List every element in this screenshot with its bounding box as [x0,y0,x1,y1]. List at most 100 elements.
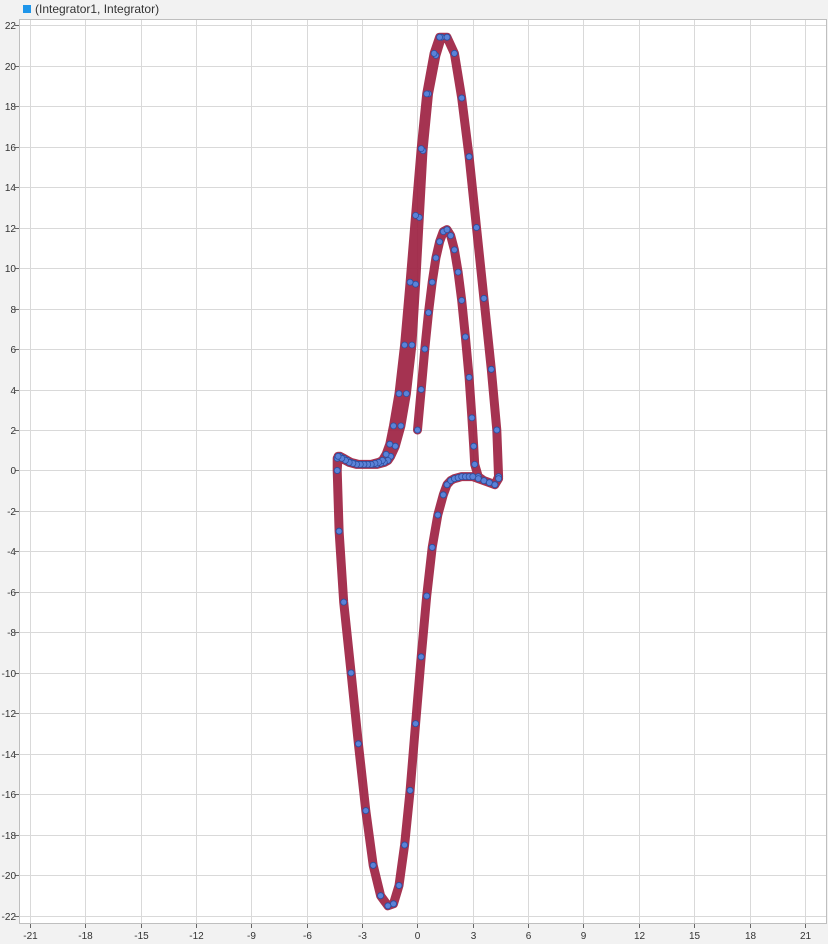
data-point [401,341,409,349]
data-point [417,653,425,661]
data-point [417,386,425,393]
x-tick-label: -18 [78,931,93,942]
data-point [397,422,405,430]
data-point [414,426,421,434]
y-tick-label: -2 [7,507,16,518]
data-point [417,145,425,153]
data-point [450,246,458,254]
y-tick-label: -8 [7,628,16,639]
data-point [454,268,462,276]
y-tick-label: -14 [2,750,17,761]
data-point [447,232,455,240]
data-point [395,882,403,889]
data-point [362,807,370,814]
y-tick-label: 22 [5,21,17,32]
data-point [493,426,501,434]
y-tick-label: -12 [2,709,17,720]
data-point [461,333,469,341]
data-point [480,477,488,485]
legend: (Integrator1, Integrator) [23,2,159,16]
data-point [382,450,390,458]
data-point [443,33,451,41]
data-point [425,309,432,317]
data-point [430,50,438,57]
y-tick-label: -16 [2,790,17,801]
data-point [390,900,397,908]
data-point [495,475,503,483]
x-axis-ticks: -21 -18 -15 -12 -9 -6 -3 0 3 6 9 12 15 18 21 [23,924,811,942]
data-point [458,94,466,102]
data-point [469,473,477,481]
y-tick-label: 12 [5,224,17,235]
data-point [439,491,447,499]
x-tick-label: 0 [415,931,421,942]
data-point [384,902,392,910]
data-point [450,50,458,57]
data-point [421,345,429,353]
data-point [458,296,466,304]
y-tick-label: 4 [10,386,16,397]
x-tick-label: 15 [689,931,701,942]
x-tick-label: 12 [634,931,646,942]
data-point [491,481,499,489]
data-point [474,475,482,483]
data-point [412,280,420,288]
data-point [340,598,348,606]
y-tick-label: 6 [10,345,16,356]
data-point [412,211,420,219]
data-point [369,861,377,869]
data-point [347,669,355,677]
y-tick-label: -22 [2,912,17,923]
data-point [480,294,488,302]
data-point [470,442,478,450]
data-point [471,460,479,468]
data-point [377,892,385,900]
data-point [386,440,394,448]
x-tick-label: -12 [189,931,204,942]
y-tick-label: -18 [2,831,17,842]
data-point [487,365,495,373]
data-point [406,278,414,286]
legend-label: (Integrator1, Integrator) [35,2,160,16]
y-tick-label: 10 [5,264,17,275]
data-point [436,238,444,246]
data-point [401,841,409,849]
y-axis-ticks: 2220181614121086420-2-4-6-8-10-12-14-16-… [2,21,19,923]
x-tick-label: -15 [134,931,149,942]
data-point [423,90,431,98]
y-tick-label: 18 [5,102,17,113]
data-point [428,278,436,286]
y-tick-label: 0 [10,466,16,477]
x-tick-label: 6 [526,931,532,942]
data-point [436,33,444,41]
x-tick-label: 9 [581,931,587,942]
data-point [428,544,436,551]
y-tick-label: 20 [5,62,17,73]
data-point [390,422,397,430]
x-tick-label: 3 [471,931,477,942]
data-point [354,740,362,748]
x-tick-label: -3 [358,931,367,942]
data-point [335,527,343,535]
y-tick-label: -4 [7,547,16,558]
data-point [333,467,341,474]
y-tick-label: 14 [5,183,17,194]
y-tick-label: -6 [7,588,16,599]
x-tick-label: 21 [800,931,812,942]
data-point [423,592,431,600]
data-point [412,720,420,727]
y-tick-label: -20 [2,871,17,882]
data-point [473,224,480,231]
data-point [408,341,416,349]
y-tick-label: 2 [10,426,16,437]
data-point [395,390,403,398]
data-point [402,390,410,398]
data-points [333,33,503,910]
y-tick-label: 16 [5,143,17,154]
data-point [434,511,442,519]
data-point [465,153,473,161]
data-point [406,787,414,794]
y-tick-label: -10 [2,669,17,680]
data-point [334,452,342,460]
